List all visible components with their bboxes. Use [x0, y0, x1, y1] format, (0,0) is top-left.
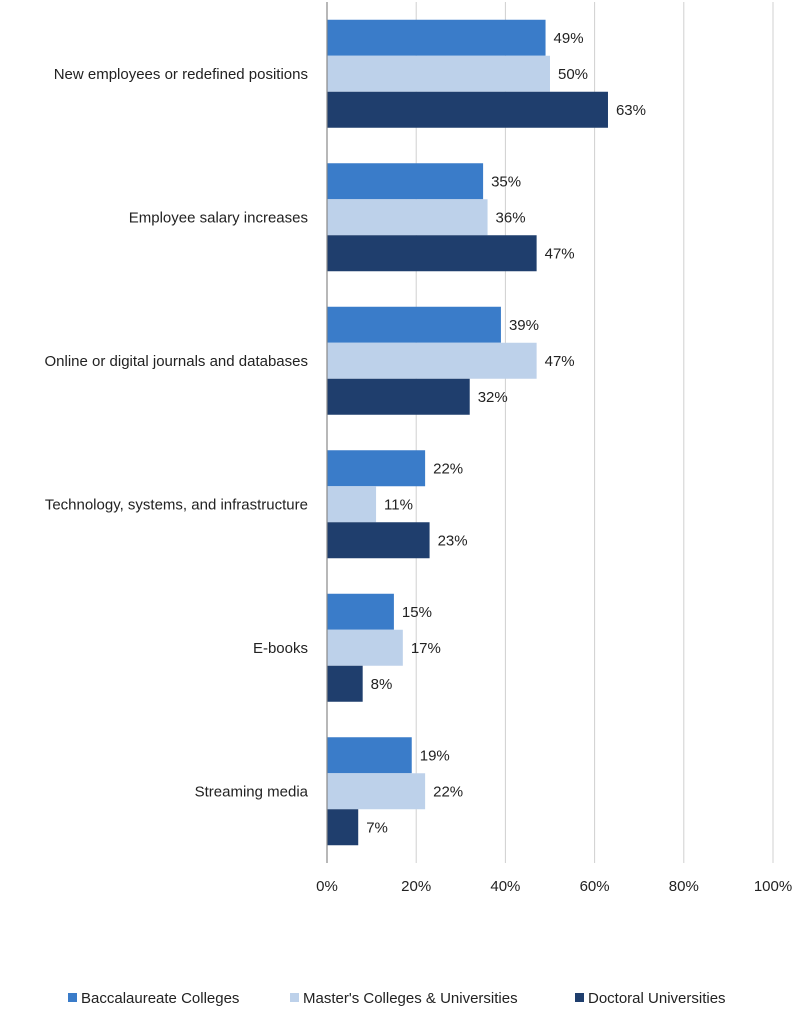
bar — [327, 306, 501, 343]
bar — [327, 522, 430, 559]
data-label: 17% — [411, 640, 441, 657]
x-tick-label: 20% — [401, 878, 431, 895]
bar — [327, 593, 394, 630]
x-tick-label: 60% — [580, 878, 610, 895]
bar — [327, 235, 537, 272]
data-label: 7% — [366, 819, 388, 836]
bar — [327, 55, 550, 92]
bar — [327, 773, 426, 810]
bar — [327, 19, 546, 56]
data-label: 36% — [496, 209, 526, 226]
bar — [327, 378, 470, 415]
bar — [327, 199, 488, 236]
legend-swatch — [575, 993, 584, 1002]
bar — [327, 629, 403, 666]
data-label: 50% — [558, 66, 588, 83]
category-label: New employees or redefined positions — [54, 66, 308, 83]
data-label: 39% — [509, 317, 539, 334]
data-label: 47% — [545, 353, 575, 370]
legend-label: Master's Colleges & Universities — [303, 990, 518, 1007]
category-label: Streaming media — [195, 783, 309, 800]
bar — [327, 665, 363, 702]
data-label: 47% — [545, 245, 575, 262]
data-label: 15% — [402, 604, 432, 621]
legend-label: Doctoral Universities — [588, 990, 726, 1007]
bar — [327, 163, 484, 200]
x-tick-label: 100% — [754, 878, 792, 895]
data-label: 49% — [554, 30, 584, 47]
category-label: Technology, systems, and infrastructure — [45, 496, 308, 513]
data-label: 23% — [438, 532, 468, 549]
legend-label: Baccalaureate Colleges — [81, 990, 239, 1007]
data-label: 22% — [433, 460, 463, 477]
data-label: 35% — [491, 173, 521, 190]
data-label: 22% — [433, 783, 463, 800]
x-tick-label: 0% — [316, 878, 338, 895]
data-label: 19% — [420, 747, 450, 764]
data-label: 32% — [478, 389, 508, 406]
category-label: Online or digital journals and databases — [44, 353, 308, 370]
x-tick-label: 40% — [490, 878, 520, 895]
data-label: 8% — [371, 676, 393, 693]
legend-swatch — [290, 993, 299, 1002]
bar — [327, 486, 377, 523]
data-label: 11% — [384, 496, 413, 513]
bar — [327, 342, 537, 379]
data-label: 63% — [616, 102, 646, 119]
category-label: Employee salary increases — [129, 209, 308, 226]
bar — [327, 737, 412, 774]
bar — [327, 450, 426, 487]
bar — [327, 91, 608, 128]
category-label: E-books — [253, 640, 308, 657]
legend-swatch — [68, 993, 77, 1002]
bar — [327, 809, 359, 846]
x-tick-label: 80% — [669, 878, 699, 895]
